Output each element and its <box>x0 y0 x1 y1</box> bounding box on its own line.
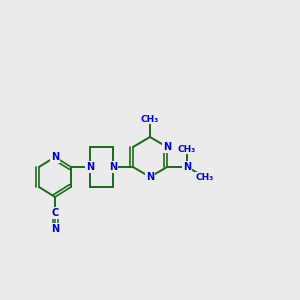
Text: N: N <box>86 162 94 172</box>
Text: CH₃: CH₃ <box>141 115 159 124</box>
Text: N: N <box>146 172 154 182</box>
Text: CH₃: CH₃ <box>196 172 214 182</box>
Text: N: N <box>109 162 117 172</box>
Text: N: N <box>183 162 191 172</box>
Text: CH₃: CH₃ <box>178 145 196 154</box>
Text: N: N <box>51 152 59 162</box>
Text: N: N <box>51 224 59 234</box>
Text: N: N <box>163 142 171 152</box>
Text: C: C <box>51 208 58 218</box>
